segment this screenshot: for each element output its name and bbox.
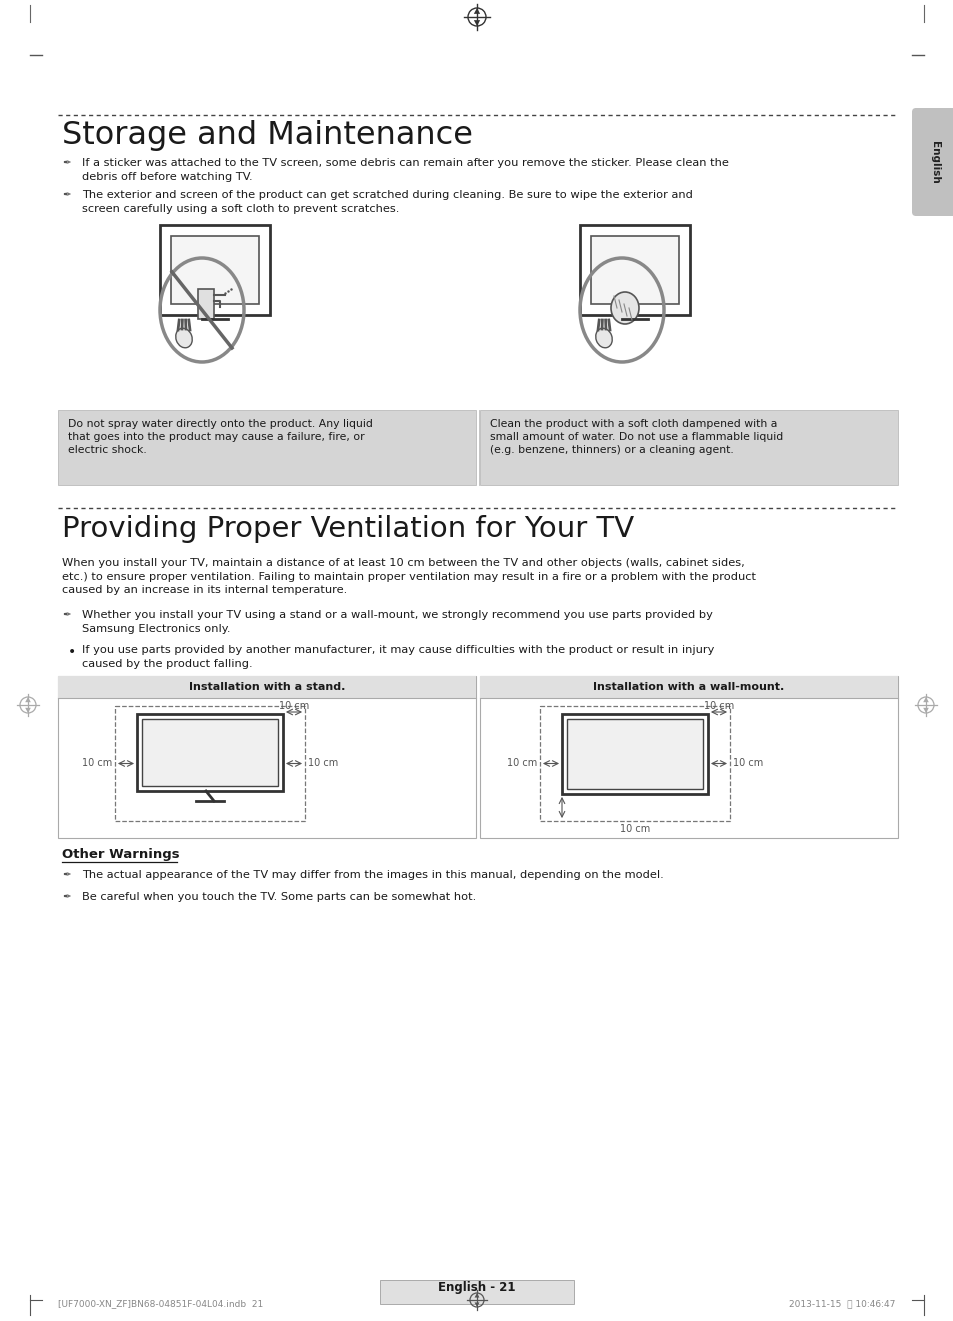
- Text: •: •: [68, 645, 76, 659]
- Text: When you install your TV, maintain a distance of at least 10 cm between the TV a: When you install your TV, maintain a dis…: [62, 557, 755, 596]
- Polygon shape: [25, 697, 30, 703]
- Text: ✒: ✒: [62, 190, 71, 199]
- Text: Be careful when you touch the TV. Some parts can be somewhat hot.: Be careful when you touch the TV. Some p…: [82, 892, 476, 902]
- Text: The exterior and screen of the product can get scratched during cleaning. Be sur: The exterior and screen of the product c…: [82, 190, 692, 199]
- Text: 10 cm: 10 cm: [278, 701, 309, 711]
- Text: 2013-11-15  兌 10:46:47: 2013-11-15 兌 10:46:47: [788, 1299, 894, 1308]
- FancyBboxPatch shape: [911, 108, 953, 217]
- Text: 10 cm: 10 cm: [619, 824, 649, 834]
- Text: Clean the product with a soft cloth dampened with a
small amount of water. Do no: Clean the product with a soft cloth damp…: [490, 419, 782, 456]
- Ellipse shape: [175, 328, 193, 347]
- Text: Whether you install your TV using a stand or a wall-mount, we strongly recommend: Whether you install your TV using a stan…: [82, 610, 712, 620]
- Bar: [115, 705, 305, 820]
- Text: Installation with a stand.: Installation with a stand.: [189, 682, 345, 692]
- Bar: [142, 719, 277, 786]
- Bar: [579, 225, 689, 314]
- Bar: [198, 288, 213, 320]
- Polygon shape: [923, 708, 928, 713]
- Polygon shape: [923, 697, 928, 703]
- Bar: [539, 705, 729, 820]
- Text: 10 cm: 10 cm: [703, 701, 734, 711]
- Text: English: English: [929, 140, 939, 184]
- Text: Other Warnings: Other Warnings: [62, 848, 179, 861]
- Text: If you use parts provided by another manufacturer, it may cause difficulties wit: If you use parts provided by another man…: [82, 645, 714, 655]
- Text: caused by the product falling.: caused by the product falling.: [82, 659, 253, 668]
- Polygon shape: [25, 708, 30, 713]
- Text: ✒: ✒: [62, 159, 71, 168]
- Polygon shape: [474, 1303, 479, 1306]
- Text: 10 cm: 10 cm: [506, 758, 537, 769]
- Ellipse shape: [595, 328, 612, 347]
- Text: ✒: ✒: [62, 610, 71, 620]
- Text: If a sticker was attached to the TV screen, some debris can remain after you rem: If a sticker was attached to the TV scre…: [82, 159, 728, 168]
- Bar: [479, 676, 897, 697]
- Text: Samsung Electronics only.: Samsung Electronics only.: [82, 624, 231, 634]
- Text: English - 21: English - 21: [437, 1281, 516, 1295]
- Polygon shape: [474, 1293, 479, 1297]
- Bar: [58, 676, 476, 697]
- Text: screen carefully using a soft cloth to prevent scratches.: screen carefully using a soft cloth to p…: [82, 203, 399, 214]
- Bar: [566, 719, 702, 789]
- Text: ✒: ✒: [62, 871, 71, 880]
- Bar: [58, 410, 476, 485]
- Bar: [137, 713, 283, 791]
- Text: Installation with a wall-mount.: Installation with a wall-mount.: [593, 682, 783, 692]
- Text: Storage and Maintenance: Storage and Maintenance: [62, 120, 473, 151]
- Bar: [590, 236, 679, 304]
- Bar: [160, 225, 270, 314]
- Bar: [479, 410, 897, 485]
- Polygon shape: [474, 20, 479, 26]
- Bar: [561, 713, 707, 794]
- Polygon shape: [474, 8, 479, 13]
- Text: The actual appearance of the TV may differ from the images in this manual, depen: The actual appearance of the TV may diff…: [82, 871, 663, 880]
- Bar: [58, 676, 476, 838]
- Text: 10 cm: 10 cm: [82, 758, 112, 769]
- Bar: [171, 236, 258, 304]
- Text: [UF7000-XN_ZF]BN68-04851F-04L04.indb  21: [UF7000-XN_ZF]BN68-04851F-04L04.indb 21: [58, 1299, 263, 1308]
- Text: Providing Proper Ventilation for Your TV: Providing Proper Ventilation for Your TV: [62, 515, 634, 543]
- Text: Do not spray water directly onto the product. Any liquid
that goes into the prod: Do not spray water directly onto the pro…: [68, 419, 373, 456]
- Text: 10 cm: 10 cm: [732, 758, 762, 769]
- Text: ✒: ✒: [62, 892, 71, 902]
- Bar: [379, 1280, 574, 1304]
- Text: 10 cm: 10 cm: [308, 758, 338, 769]
- Text: debris off before watching TV.: debris off before watching TV.: [82, 172, 253, 182]
- Bar: [479, 676, 897, 838]
- Ellipse shape: [610, 292, 639, 324]
